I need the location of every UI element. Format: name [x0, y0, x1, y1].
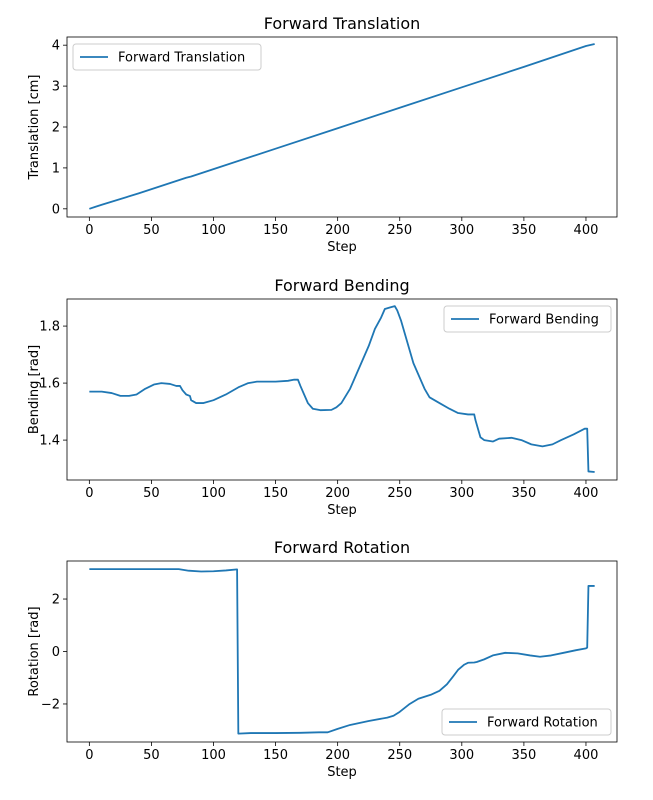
- x-tick-label: 400: [574, 486, 599, 501]
- x-tick-label: 100: [201, 223, 226, 238]
- x-tick-label: 300: [449, 486, 474, 501]
- y-tick-label: 1.4: [39, 434, 60, 449]
- y-axis-label: Translation [cm]: [27, 75, 42, 181]
- y-tick-label: 1.8: [39, 320, 60, 335]
- x-tick-label: 50: [143, 223, 160, 238]
- legend-label: Forward Translation: [118, 51, 245, 66]
- y-tick-label: 4: [52, 39, 60, 54]
- x-tick-label: 0: [85, 223, 93, 238]
- y-tick-label: 3: [52, 80, 60, 95]
- x-tick-label: 200: [325, 486, 350, 501]
- x-axis-label: Step: [327, 503, 357, 518]
- chart-title: Forward Translation: [264, 14, 421, 33]
- x-axis-label: Step: [327, 240, 357, 255]
- x-tick-label: 300: [449, 223, 474, 238]
- y-tick-label: 0: [52, 645, 60, 660]
- legend: Forward Translation: [73, 44, 261, 70]
- x-tick-label: 150: [263, 748, 288, 763]
- x-tick-label: 150: [263, 486, 288, 501]
- x-tick-label: 350: [511, 223, 536, 238]
- y-axis-label: Rotation [rad]: [27, 606, 42, 696]
- x-tick-label: 400: [574, 748, 599, 763]
- x-tick-label: 250: [387, 748, 412, 763]
- y-tick-label: 1: [52, 161, 60, 176]
- y-axis-label: Bending [rad]: [27, 345, 42, 434]
- chart-title: Forward Bending: [274, 276, 409, 295]
- legend: Forward Bending: [444, 306, 611, 332]
- x-tick-label: 50: [143, 748, 160, 763]
- x-tick-label: 200: [325, 748, 350, 763]
- legend-label: Forward Bending: [489, 313, 599, 328]
- x-tick-label: 0: [85, 748, 93, 763]
- x-tick-label: 250: [387, 223, 412, 238]
- x-tick-label: 200: [325, 223, 350, 238]
- y-tick-label: 1.6: [39, 377, 60, 392]
- legend: Forward Rotation: [442, 709, 611, 735]
- chart-title: Forward Rotation: [274, 538, 410, 557]
- y-tick-label: 2: [52, 593, 60, 608]
- x-tick-label: 350: [511, 748, 536, 763]
- legend-label: Forward Rotation: [487, 716, 598, 731]
- y-tick-label: 2: [52, 121, 60, 136]
- y-tick-label: 0: [52, 202, 60, 217]
- x-tick-label: 400: [574, 223, 599, 238]
- x-tick-label: 50: [143, 486, 160, 501]
- x-tick-label: 350: [511, 486, 536, 501]
- x-tick-label: 250: [387, 486, 412, 501]
- x-tick-label: 300: [449, 748, 474, 763]
- x-tick-label: 150: [263, 223, 288, 238]
- x-axis-label: Step: [327, 765, 357, 780]
- x-tick-label: 100: [201, 486, 226, 501]
- y-tick-label: −2: [41, 697, 60, 712]
- x-tick-label: 100: [201, 748, 226, 763]
- x-tick-label: 0: [85, 486, 93, 501]
